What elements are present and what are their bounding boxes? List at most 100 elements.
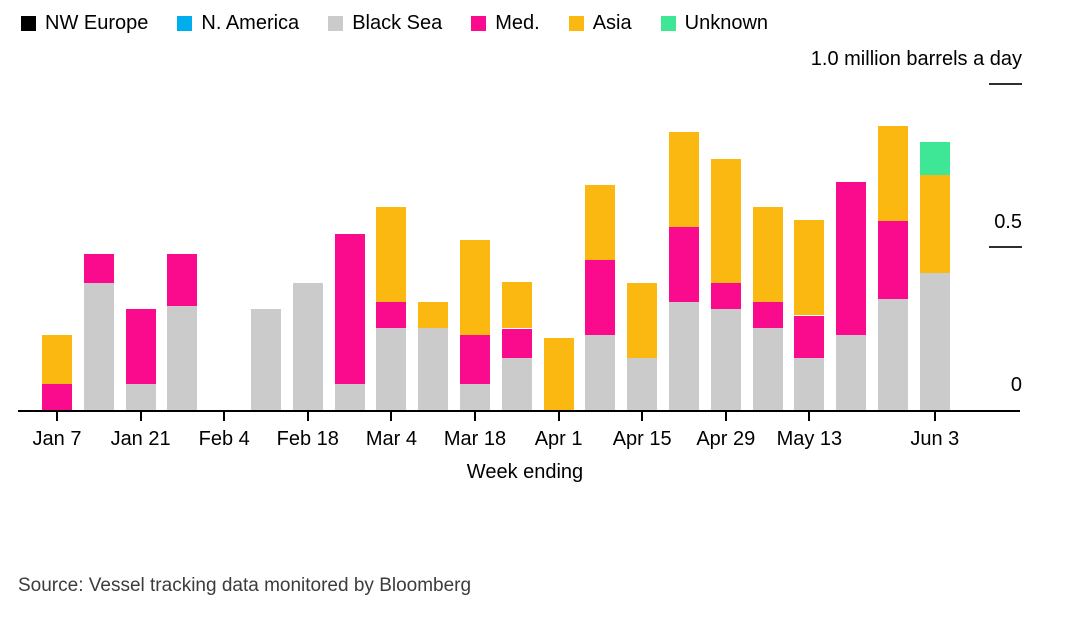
bar-segment <box>669 302 699 410</box>
legend-swatch <box>21 16 36 31</box>
bar-segment <box>794 220 825 315</box>
bar-segment <box>836 335 867 410</box>
bar-segment <box>125 384 156 410</box>
bar-segment <box>376 328 407 410</box>
bar-segment <box>83 283 114 410</box>
bar-segment <box>710 159 741 283</box>
bar-segment <box>501 358 532 410</box>
bar-segment <box>752 207 783 302</box>
legend-swatch <box>471 16 487 31</box>
x-tick-label: Jan 7 <box>32 428 82 450</box>
bar-segment <box>376 207 407 302</box>
x-axis-tick <box>933 412 936 421</box>
bar-segment <box>167 254 198 306</box>
bar-segment <box>418 328 449 410</box>
x-tick-label: Apr 1 <box>534 428 583 450</box>
bar-segment <box>460 335 490 384</box>
bar-segment <box>627 283 658 358</box>
x-axis-tick <box>306 412 309 421</box>
x-axis-tick <box>56 412 58 421</box>
x-axis-tick <box>724 412 727 421</box>
x-axis-tick <box>223 412 226 421</box>
bar-segment <box>794 316 825 358</box>
x-tick-label: Feb 4 <box>198 428 250 450</box>
legend-label: N. America <box>201 12 300 34</box>
legend-swatch <box>660 16 676 31</box>
x-tick-label: May 13 <box>776 428 843 450</box>
bar-segment <box>585 185 616 260</box>
x-tick-label: Jan 21 <box>110 428 171 450</box>
legend-item-black-sea: Black Sea <box>328 12 442 35</box>
bar-segment <box>42 335 72 384</box>
bar-segment <box>167 306 198 410</box>
bar-segment <box>501 329 532 358</box>
x-tick-label: Apr 29 <box>696 428 756 450</box>
x-axis-line <box>18 410 1020 412</box>
bar-segment <box>919 273 950 410</box>
legend-item-med: Med. <box>471 12 540 35</box>
legend-item-unknown: Unknown <box>660 12 769 35</box>
y-tick-line <box>989 246 1022 248</box>
y-tick-label: 1.0 million barrels a day <box>810 48 1022 70</box>
bar-segment <box>460 240 490 335</box>
bar-segment <box>627 358 658 410</box>
x-axis-tick <box>808 412 811 421</box>
bar-segment <box>710 283 741 309</box>
x-tick-label: Mar 4 <box>365 428 417 450</box>
legend-swatch <box>177 16 193 31</box>
legend-label: Black Sea <box>352 12 443 34</box>
legend-label: NW Europe <box>45 12 149 34</box>
bar-segment <box>710 309 741 410</box>
bar-segment <box>669 227 699 302</box>
bar-segment <box>919 142 950 175</box>
bar-segment <box>334 234 365 384</box>
x-tick-label: Jun 3 <box>910 428 960 450</box>
legend-label: Unknown <box>684 12 769 34</box>
x-tick-label: Feb 18 <box>276 428 339 450</box>
bar-segment <box>752 302 783 328</box>
bar-segment <box>794 358 825 410</box>
bar-segment <box>42 384 72 410</box>
bar-segment <box>878 299 908 410</box>
x-axis-tick <box>390 412 393 421</box>
y-tick-label: 0.5 <box>994 211 1022 233</box>
bar-segment <box>878 221 908 299</box>
legend-swatch <box>568 16 584 31</box>
bar-segment <box>83 254 114 283</box>
legend-label: Asia <box>592 12 632 34</box>
source-note: Source: Vessel tracking data monitored b… <box>18 575 472 596</box>
legend-swatch <box>328 16 344 31</box>
bar-segment <box>418 302 449 328</box>
bar-segment <box>460 384 490 410</box>
legend-item-nw-europe: NW Europe <box>21 12 148 35</box>
bar-segment <box>501 282 532 328</box>
y-tick-line <box>989 83 1022 85</box>
bar-segment <box>251 309 281 410</box>
x-axis-title: Week ending <box>466 461 584 483</box>
bar-segment <box>752 328 783 410</box>
bar-segment <box>334 384 365 410</box>
bar-segment <box>125 309 156 384</box>
bar-segment <box>376 302 407 328</box>
plot-area <box>0 84 1074 410</box>
x-tick-label: Apr 15 <box>612 428 672 450</box>
legend-label: Med. <box>495 12 540 34</box>
x-axis-tick <box>641 412 644 421</box>
bar-segment <box>543 338 574 410</box>
bar-segment <box>878 126 908 221</box>
bar-segment <box>585 260 616 335</box>
bar-segment <box>669 132 699 227</box>
x-axis-tick <box>474 412 476 421</box>
bar-segment <box>919 175 950 273</box>
bar-segment <box>585 335 616 410</box>
bar-segment <box>292 283 323 410</box>
legend-item-n-america: N. America <box>177 12 299 35</box>
legend-item-asia: Asia <box>568 12 632 35</box>
x-axis-tick <box>139 412 142 421</box>
legend: NW Europe N. America Black Sea Med. Asia Unkn… <box>21 12 768 35</box>
y-tick-label: 0 <box>1010 374 1022 396</box>
x-axis-tick <box>557 412 560 421</box>
x-tick-label: Mar 18 <box>443 428 507 450</box>
bar-segment <box>836 182 867 335</box>
